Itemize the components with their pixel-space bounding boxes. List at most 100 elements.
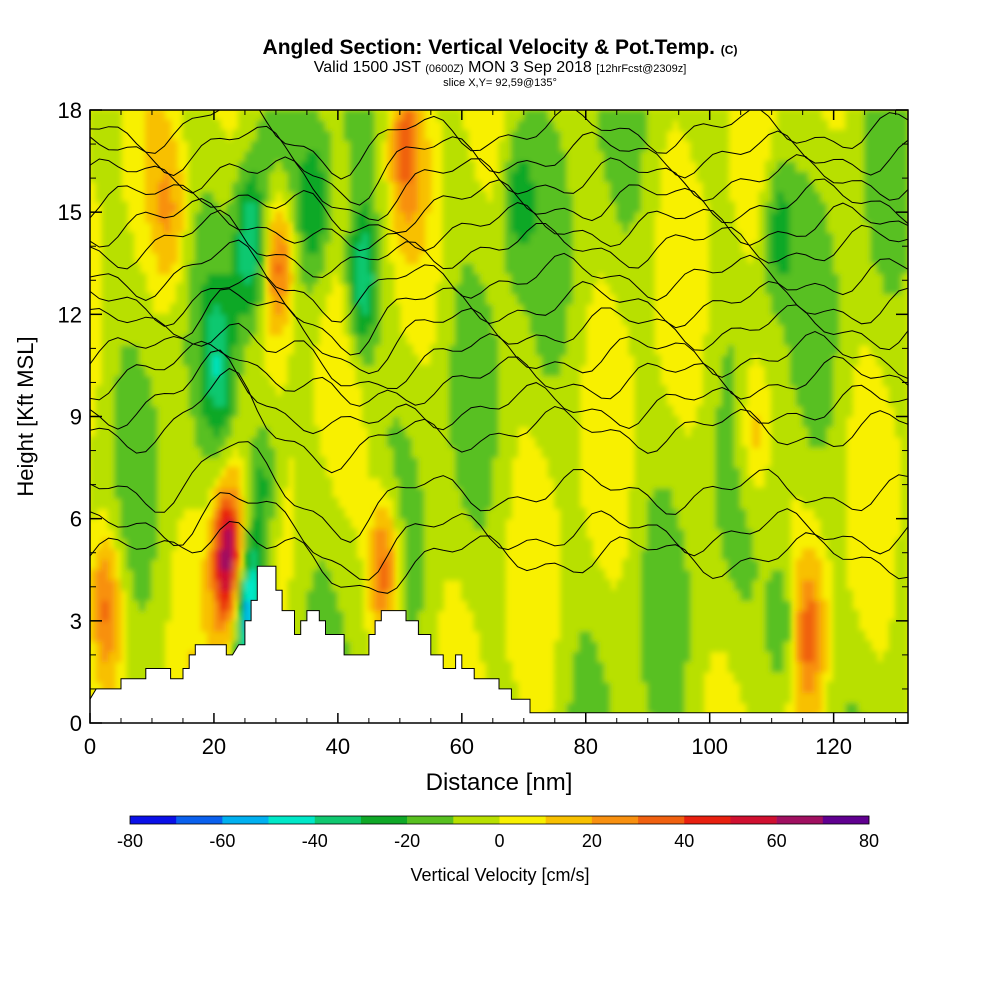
field-cell [492, 456, 500, 469]
field-cell [331, 201, 339, 213]
field-cell [727, 548, 735, 561]
field-cell [355, 313, 364, 326]
field-cell [498, 344, 506, 356]
field-cell [758, 538, 766, 550]
field-cell [188, 477, 196, 489]
field-cell [393, 160, 401, 172]
field-cell [727, 232, 735, 244]
field-cell [114, 262, 122, 274]
field-cell [665, 630, 674, 642]
field-cell [504, 385, 512, 397]
field-cell [529, 416, 537, 428]
field-cell [219, 364, 227, 377]
field-cell [368, 589, 376, 601]
field-cell [442, 119, 450, 131]
field-cell [380, 436, 388, 448]
field-cell [170, 436, 178, 448]
field-cell [300, 242, 308, 254]
field-cell [405, 221, 413, 234]
field-cell [170, 313, 178, 326]
field-cell [529, 232, 537, 244]
field-cell [554, 661, 562, 673]
field-cell [207, 385, 215, 397]
field-cell [535, 334, 543, 346]
field-cell [380, 569, 388, 581]
field-cell [622, 221, 630, 234]
field-cell [132, 456, 141, 469]
field-cell [194, 497, 203, 509]
field-cell [225, 303, 234, 315]
field-cell [628, 650, 636, 663]
field-cell [622, 191, 630, 203]
field-cell [331, 569, 339, 581]
field-cell [442, 405, 450, 417]
field-cell [399, 110, 407, 121]
field-cell [572, 446, 581, 458]
field-cell [244, 344, 252, 356]
field-cell [405, 344, 413, 356]
field-cell [170, 201, 178, 213]
field-cell [585, 610, 593, 622]
field-cell [263, 405, 271, 417]
field-cell [157, 640, 165, 652]
field-cell [771, 385, 779, 397]
field-cell [603, 150, 612, 162]
field-cell [287, 579, 295, 591]
field-cell [622, 650, 630, 663]
field-cell [492, 232, 500, 244]
field-cell [424, 579, 432, 591]
field-cell [461, 548, 469, 561]
field-cell [678, 681, 686, 693]
field-cell [188, 324, 196, 336]
field-cell [386, 160, 395, 172]
field-cell [746, 579, 754, 591]
field-cell [442, 160, 450, 172]
field-cell [101, 303, 110, 315]
field-cell [597, 702, 605, 714]
field-cell [504, 129, 512, 142]
field-cell [585, 283, 593, 295]
field-cell [188, 129, 196, 142]
field-cell [572, 262, 581, 274]
field-cell [393, 191, 401, 203]
field-cell [758, 630, 766, 642]
field-cell [579, 119, 587, 131]
field-cell [281, 272, 289, 285]
field-cell [275, 477, 283, 489]
field-cell [517, 405, 525, 417]
field-cell [232, 201, 240, 213]
field-cell [306, 283, 314, 295]
field-cell [362, 191, 370, 203]
field-cell [380, 119, 388, 131]
field-cell [579, 538, 587, 550]
field-cell [194, 140, 203, 152]
field-cell [548, 416, 556, 428]
field-cell [610, 599, 618, 612]
field-cell [163, 324, 172, 336]
field-cell [541, 211, 550, 223]
field-cell [436, 416, 444, 428]
field-cell [219, 170, 227, 183]
field-cell [758, 487, 766, 499]
field-cell [114, 283, 122, 295]
field-cell [566, 344, 574, 356]
field-cell [238, 181, 246, 193]
field-cell [132, 313, 141, 326]
field-cell [647, 262, 655, 274]
field-cell [170, 140, 178, 152]
field-cell [108, 395, 116, 407]
field-cell [492, 262, 500, 274]
field-cell [535, 160, 543, 172]
field-cell [300, 364, 308, 377]
field-cell [324, 140, 333, 152]
field-cell [455, 110, 463, 121]
field-cell [424, 170, 432, 183]
field-cell [554, 272, 562, 285]
field-cell [764, 681, 773, 693]
field-cell [349, 129, 357, 142]
field-cell [498, 181, 506, 193]
field-cell [269, 150, 277, 162]
field-cell [287, 191, 295, 203]
field-cell [597, 691, 605, 704]
field-cell [690, 507, 698, 520]
